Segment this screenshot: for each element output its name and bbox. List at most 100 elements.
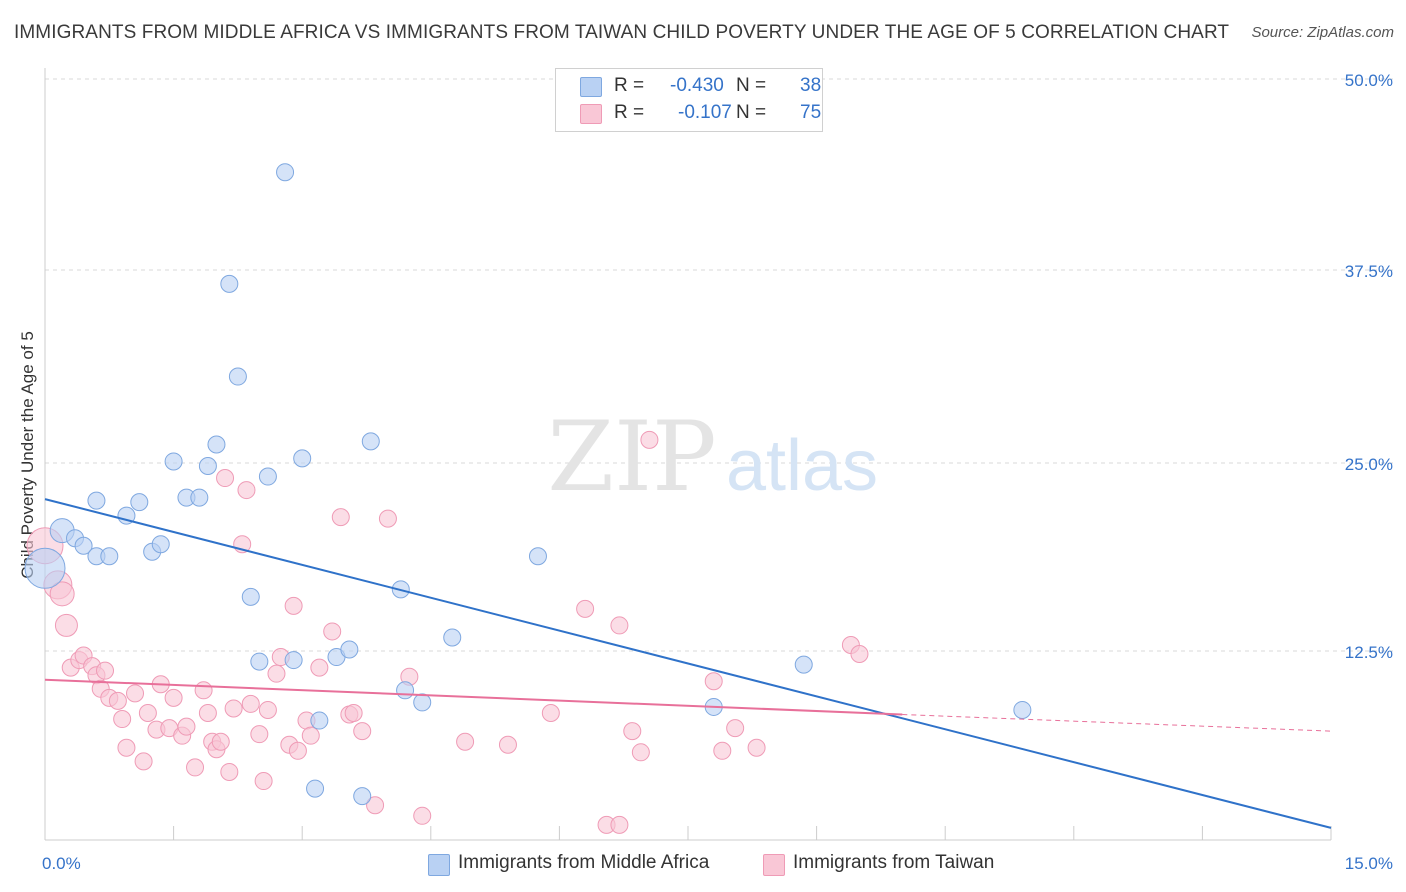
data-point	[623, 722, 642, 741]
data-point	[138, 703, 157, 722]
data-point	[276, 163, 295, 182]
data-point	[108, 691, 127, 710]
data-point	[49, 581, 75, 607]
data-point	[713, 741, 732, 760]
n-label: N =	[736, 102, 767, 123]
data-point	[241, 587, 260, 606]
data-point	[74, 536, 93, 555]
data-point	[211, 732, 230, 751]
data-point	[301, 726, 320, 745]
swatch-blue	[580, 77, 602, 97]
legend-swatch-blue	[428, 854, 450, 876]
data-point	[164, 452, 183, 471]
data-point	[258, 700, 277, 719]
data-point	[353, 787, 372, 806]
data-point	[323, 622, 342, 641]
data-point	[254, 772, 273, 791]
n-label: N =	[736, 75, 767, 96]
watermark-zip: ZIP	[547, 401, 716, 513]
data-point	[378, 509, 397, 528]
data-point	[443, 628, 462, 647]
stats-box: R = -0.430 N = 38 R = -0.107 N = 75	[555, 68, 823, 132]
data-point	[177, 717, 196, 736]
data-point	[216, 469, 235, 488]
data-point	[794, 655, 813, 674]
legend-swatch-pink	[763, 854, 785, 876]
data-point	[190, 488, 209, 507]
data-point	[250, 725, 269, 744]
y-tick-label: 37.5%	[1345, 262, 1393, 281]
data-point	[640, 430, 659, 449]
data-point	[747, 738, 766, 757]
data-point	[117, 738, 136, 757]
data-point	[310, 658, 329, 677]
data-point	[220, 762, 239, 781]
n-value: 38	[800, 75, 822, 96]
r-value: -0.430	[670, 75, 724, 96]
series-middle-africa-points	[24, 163, 1032, 806]
axes	[44, 68, 1332, 841]
y-tick-label: 50.0%	[1345, 71, 1393, 90]
data-point	[186, 758, 205, 777]
legend-label: Immigrants from Taiwan	[793, 852, 995, 873]
data-point	[207, 435, 226, 454]
data-point	[198, 703, 217, 722]
trend-line-taiwan	[44, 678, 903, 716]
source-note: Source: ZipAtlas.com	[1251, 24, 1394, 41]
chart-title: IMMIGRANTS FROM MIDDLE AFRICA VS IMMIGRA…	[14, 22, 1230, 43]
data-point	[456, 732, 475, 751]
data-point	[631, 743, 650, 762]
data-point	[396, 681, 415, 700]
data-point	[306, 779, 325, 798]
data-point	[54, 613, 78, 637]
watermark-atlas: atlas	[726, 426, 878, 506]
data-point	[224, 699, 243, 718]
data-point	[267, 664, 286, 683]
data-point	[288, 741, 307, 760]
r-value: -0.107	[678, 102, 732, 123]
data-point	[610, 815, 629, 834]
data-point	[541, 703, 560, 722]
data-point	[220, 274, 239, 293]
tick-labels: 12.5% 25.0% 37.5% 50.0% 0.0% 15.0%	[42, 71, 1393, 873]
data-point	[293, 449, 312, 468]
r-label: R =	[614, 75, 645, 96]
trend-lines	[44, 498, 1332, 829]
y-tick-label: 25.0%	[1345, 455, 1393, 474]
data-point	[361, 432, 380, 451]
data-point	[228, 367, 247, 386]
data-point	[87, 491, 106, 510]
data-point	[96, 661, 115, 680]
data-point	[130, 493, 149, 512]
data-point	[241, 694, 260, 713]
data-point	[250, 652, 269, 671]
legend-label: Immigrants from Middle Africa	[458, 852, 710, 873]
data-point	[113, 710, 132, 729]
watermark: ZIP atlas	[547, 401, 878, 513]
x-tick-label: 15.0%	[1345, 854, 1393, 873]
data-point	[353, 722, 372, 741]
grid-lines	[45, 78, 1395, 652]
data-point	[726, 719, 745, 738]
data-point	[258, 467, 277, 486]
data-point	[1013, 700, 1032, 719]
data-point	[610, 616, 629, 635]
data-point	[331, 508, 350, 527]
data-point	[151, 535, 170, 554]
data-point	[198, 457, 217, 476]
data-point	[576, 599, 595, 618]
data-point	[413, 693, 432, 712]
trend-line-middle-africa	[44, 498, 1332, 829]
data-point	[134, 752, 153, 771]
data-point	[340, 640, 359, 659]
data-point	[164, 688, 183, 707]
data-point	[850, 645, 869, 664]
n-value: 75	[800, 102, 822, 123]
data-point	[366, 796, 385, 815]
data-point	[704, 672, 723, 691]
data-point	[100, 547, 119, 566]
data-point	[344, 703, 363, 722]
data-point	[413, 806, 432, 825]
data-point	[24, 547, 66, 589]
